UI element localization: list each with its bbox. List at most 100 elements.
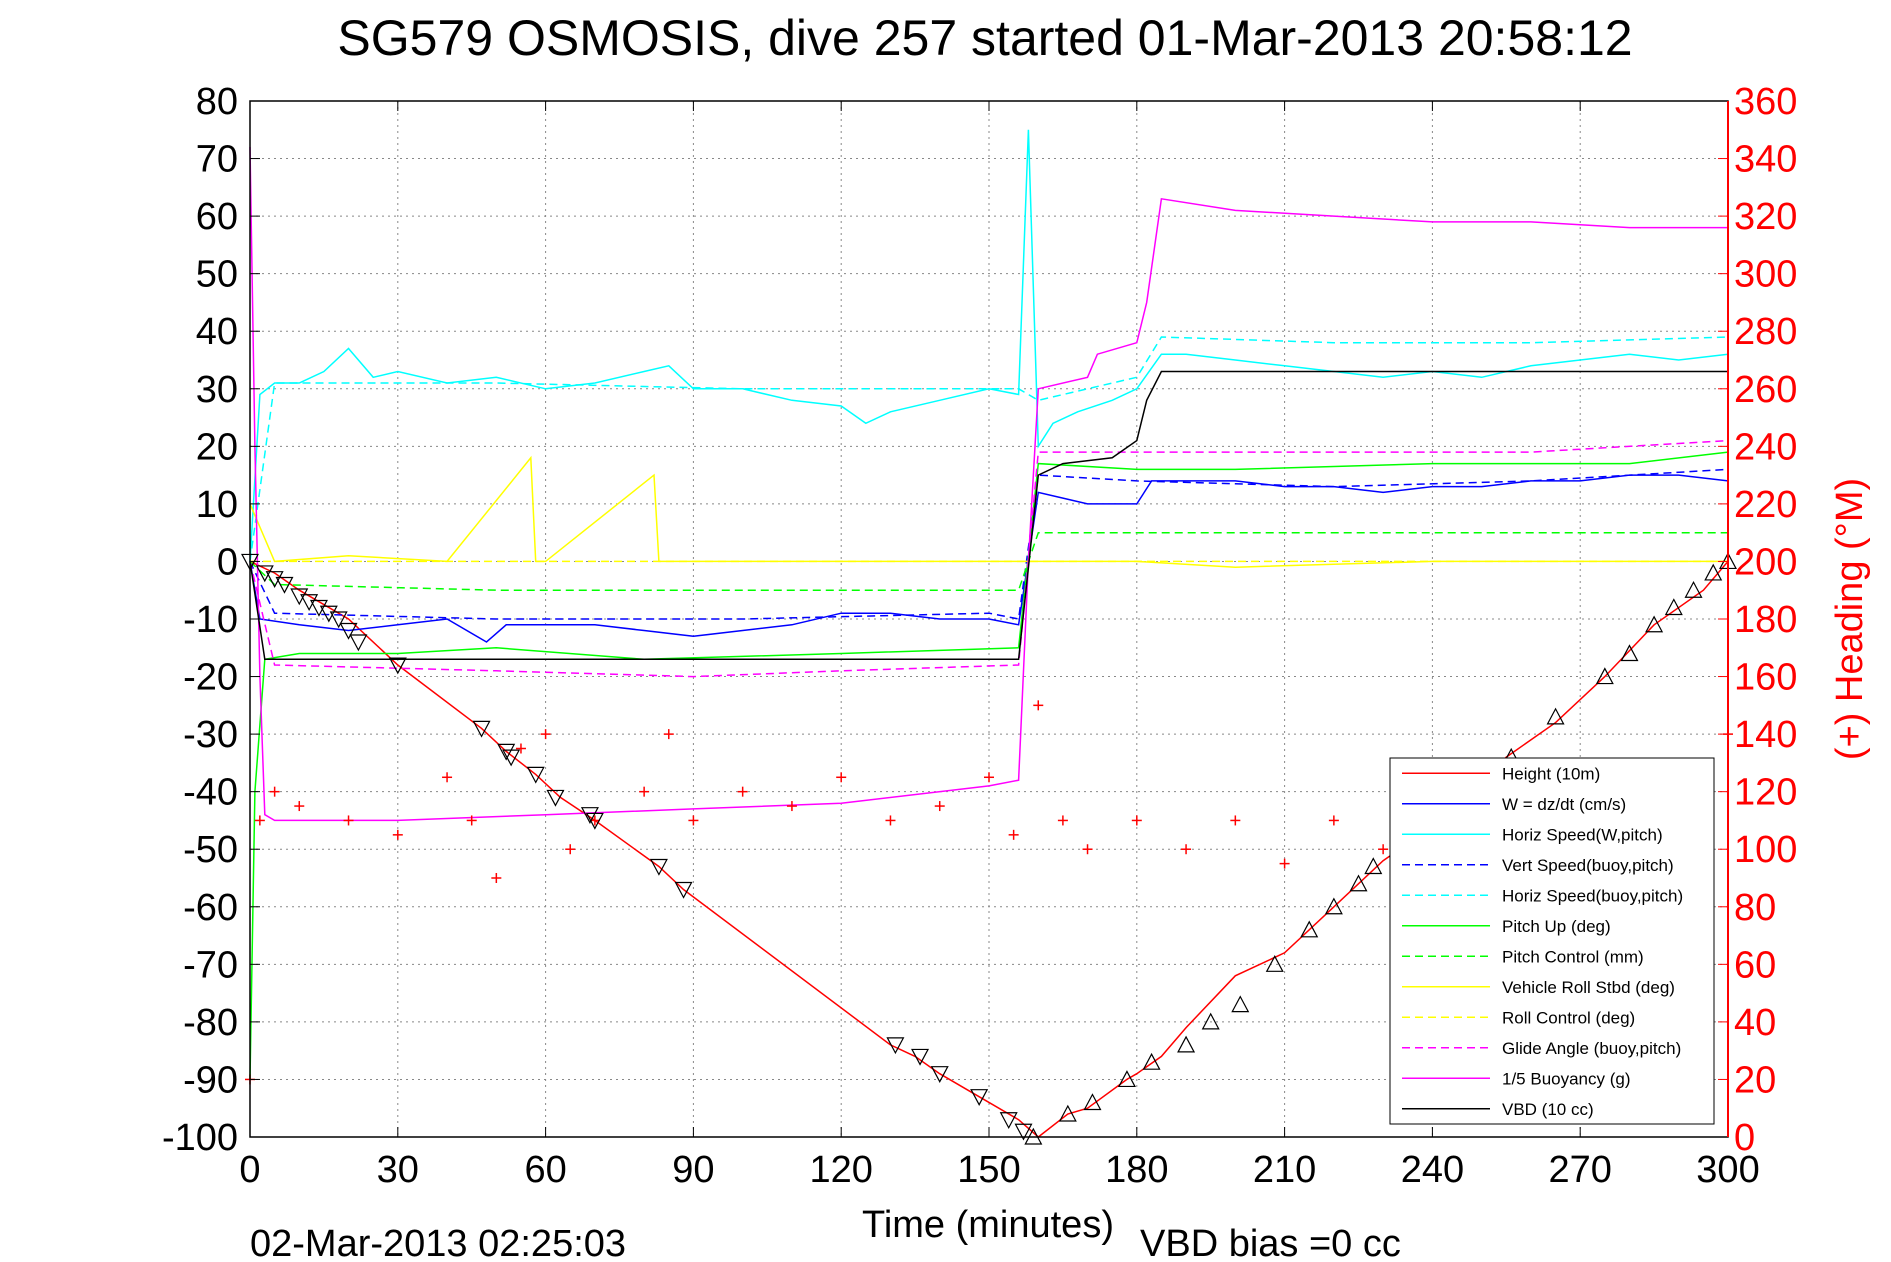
y-tick-label: -80 — [183, 1002, 238, 1044]
height-marker — [1177, 1035, 1196, 1053]
height-marker — [1664, 598, 1683, 616]
height-marker — [290, 588, 309, 606]
height-marker — [1231, 995, 1250, 1013]
legend-label-w-dz-dt-cm-s: W = dz/dt (cm/s) — [1502, 795, 1626, 814]
y2-tick-label: 60 — [1734, 944, 1776, 986]
x-tick-label: 150 — [957, 1149, 1020, 1191]
height-marker — [1324, 897, 1343, 915]
series-line-vehicle-roll-stbd-deg — [249, 455, 1728, 568]
legend-label-pitch-up-deg: Pitch Up (deg) — [1502, 917, 1611, 936]
y2-tick-label: 40 — [1734, 1002, 1776, 1044]
height-marker — [1620, 644, 1639, 662]
y-tick-label: 40 — [196, 311, 238, 353]
heading-point — [269, 786, 280, 797]
y2-tick-label: 340 — [1734, 139, 1797, 181]
height-marker — [1546, 707, 1565, 725]
legend-label-horiz-speed-buoy-pitch: Horiz Speed(buoy,pitch) — [1502, 886, 1683, 905]
y2-tick-label: 120 — [1734, 772, 1797, 814]
height-marker — [349, 634, 368, 652]
y-tick-label: -100 — [162, 1117, 238, 1159]
y2-tick-label: 100 — [1734, 829, 1797, 871]
height-marker — [497, 743, 516, 761]
legend-label-vehicle-roll-stbd-deg: Vehicle Roll Stbd (deg) — [1502, 978, 1675, 997]
y2-tick-label: 260 — [1734, 369, 1797, 411]
y2-tick-label: 180 — [1734, 599, 1797, 641]
x-tick-label: 90 — [672, 1149, 714, 1191]
heading-point — [984, 772, 994, 783]
y-tick-label: 60 — [196, 196, 238, 238]
heading-point — [294, 801, 305, 812]
x-tick-label: 30 — [377, 1149, 419, 1191]
height-marker — [275, 576, 294, 594]
y2-tick-label: 320 — [1734, 196, 1797, 238]
heading-point — [1181, 844, 1192, 855]
height-marker — [339, 622, 358, 640]
heading-point — [688, 815, 699, 826]
footer-timestamp: 02-Mar-2013 02:25:03 — [250, 1223, 626, 1262]
height-marker — [970, 1089, 989, 1106]
height-marker — [1083, 1093, 1102, 1111]
y2-tick-label: 220 — [1734, 484, 1797, 526]
y-tick-label: 70 — [196, 139, 238, 181]
x-tick-labels: 0 30 60 90 120 150 180 210 240 270 300 — [239, 1149, 1759, 1191]
height-marker — [580, 807, 599, 824]
y2-tick-label: 140 — [1734, 714, 1797, 756]
height-marker — [472, 720, 491, 738]
heading-point — [565, 844, 576, 855]
y2-tick-label: 0 — [1734, 1117, 1755, 1159]
height-marker — [1265, 955, 1284, 972]
y2-tick-labels: 0 20 40 60 80 100 120 140 160 180 200 220 240 260 280 3… — [1734, 81, 1797, 1159]
height-marker — [1117, 1070, 1136, 1088]
heading-point — [254, 815, 265, 826]
height-marker — [546, 789, 565, 807]
heading-point — [786, 801, 797, 812]
heading-point — [1008, 829, 1019, 840]
heading-point — [1279, 858, 1290, 869]
series-line-pitch-up-deg — [249, 451, 1729, 1080]
x-tick-label: 60 — [524, 1149, 566, 1191]
y-tick-label: -20 — [183, 657, 238, 699]
legend-box — [1389, 757, 1715, 1125]
height-marker — [300, 594, 319, 612]
x-tick-label: 270 — [1548, 1149, 1611, 1191]
y2-axis-label: (+) Heading (°M) — [1829, 478, 1871, 760]
height-marker — [585, 812, 604, 830]
height-marker — [886, 1037, 905, 1055]
x-tick-label: 120 — [809, 1149, 872, 1191]
height-marker — [1645, 615, 1664, 633]
heading-point — [885, 815, 896, 826]
heading-point — [540, 729, 551, 740]
height-marker — [265, 571, 284, 588]
legend-label-height-10m: Height (10m) — [1502, 764, 1600, 783]
y-tick-label: -40 — [183, 772, 238, 814]
chart-title: SG579 OSMOSIS, dive 257 started 01-Mar-2… — [337, 10, 1632, 66]
y2-tick-label: 200 — [1734, 541, 1797, 583]
heading-point — [639, 786, 650, 797]
heading-point — [491, 873, 502, 883]
height-marker — [649, 858, 668, 876]
heading-point — [1230, 815, 1241, 826]
series-line-horiz-speed-buoy-pitch — [249, 336, 1729, 562]
height-marker — [930, 1066, 949, 1083]
heading-point — [836, 772, 847, 783]
height-marker — [319, 605, 338, 623]
series-line-glide-angle-buoy-pitch — [249, 439, 1729, 678]
height-marker — [1364, 857, 1383, 875]
heading-point — [1378, 844, 1389, 855]
height-marker — [255, 565, 274, 583]
height-marker — [1349, 874, 1368, 892]
y-tick-label: -10 — [183, 599, 238, 641]
x-tick-label: 240 — [1401, 1149, 1464, 1191]
heading-point — [515, 743, 526, 754]
legend-label-vert-speed-buoy-pitch: Vert Speed(buoy,pitch) — [1502, 856, 1674, 875]
height-marker — [1704, 563, 1723, 581]
y-tick-label: 80 — [196, 81, 238, 123]
height-marker — [502, 749, 521, 767]
y2-tick-label: 240 — [1734, 426, 1797, 468]
legend-label-horiz-speed-w-pitch: Horiz Speed(W,pitch) — [1502, 825, 1663, 844]
y-tick-label: 10 — [196, 484, 238, 526]
height-marker — [1058, 1104, 1077, 1122]
height-marker — [999, 1112, 1018, 1130]
y-tick-label: 0 — [217, 541, 238, 583]
